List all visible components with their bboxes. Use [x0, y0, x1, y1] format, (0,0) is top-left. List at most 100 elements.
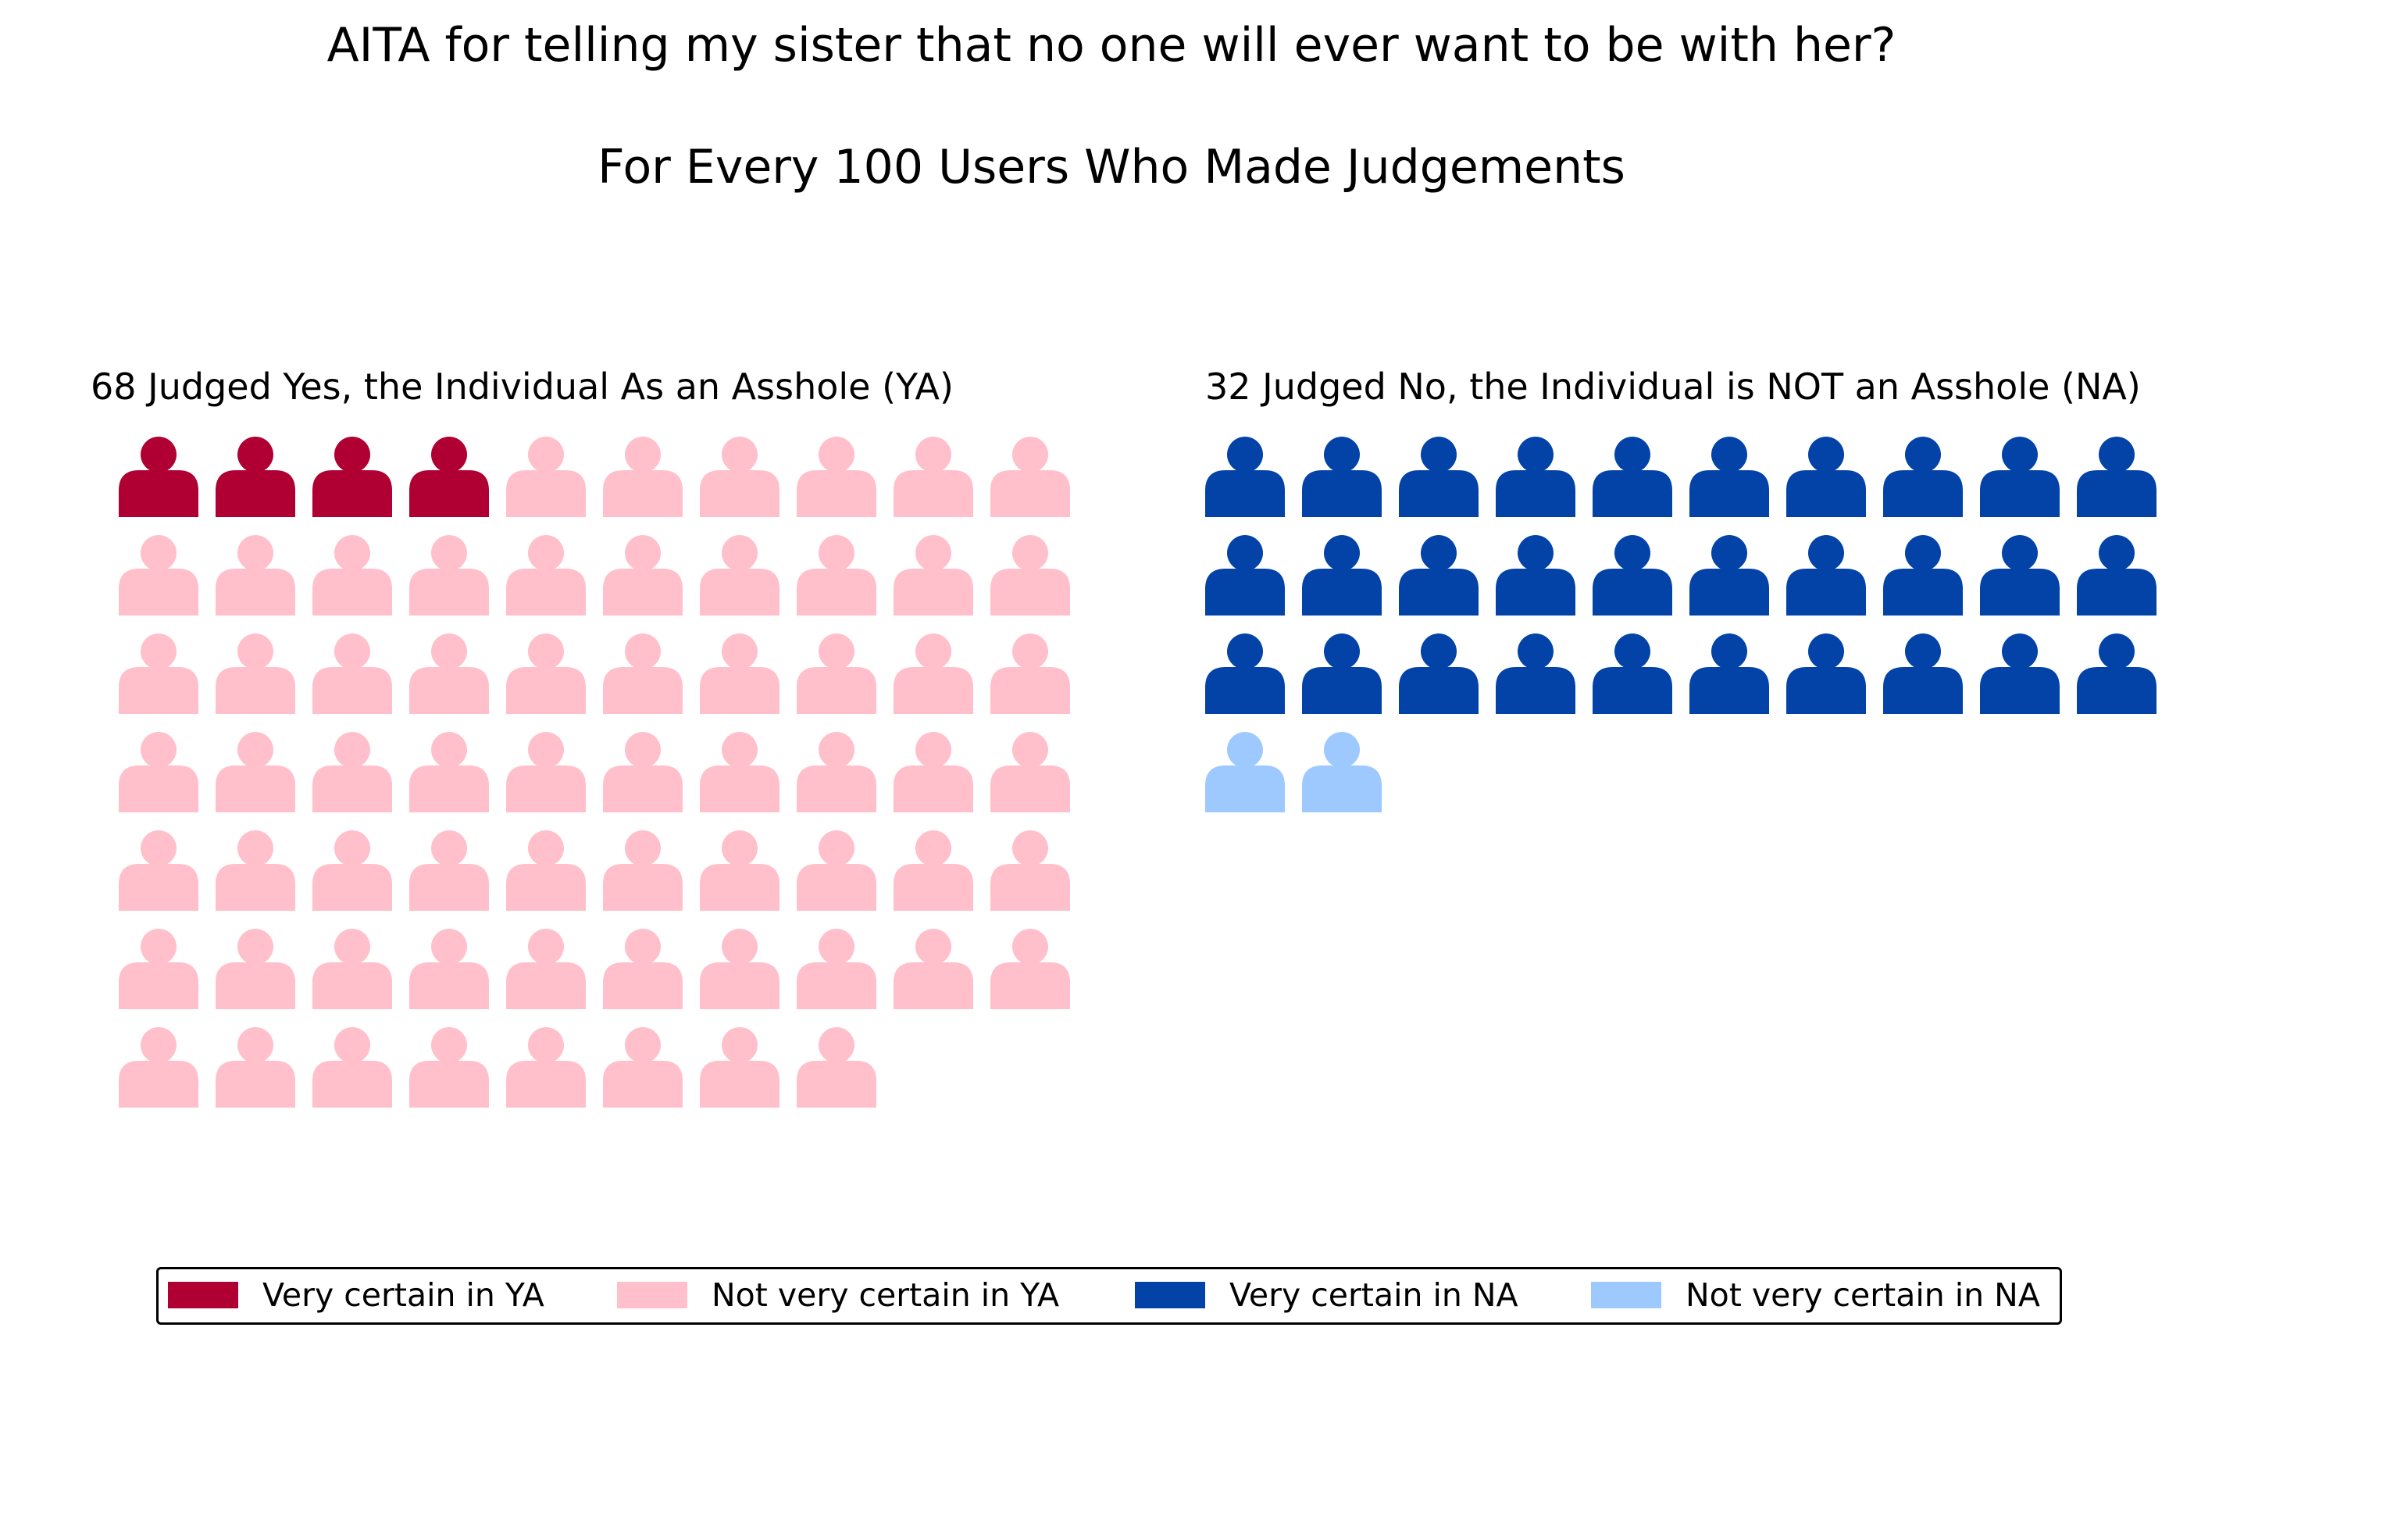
person-icon-body	[409, 864, 489, 911]
person-icon	[603, 535, 683, 616]
person-icon-body	[797, 962, 876, 1009]
person-icon-body	[1786, 667, 1866, 714]
person-icon-body	[216, 667, 295, 714]
person-icon-body	[1399, 569, 1479, 616]
person-icon	[797, 732, 876, 812]
person-icon-body	[1883, 470, 1963, 517]
person-icon-body	[506, 962, 586, 1009]
person-icon	[990, 437, 1070, 517]
person-icon-body	[1496, 667, 1575, 714]
person-icon	[2077, 437, 2156, 517]
person-icon-head	[1012, 830, 1048, 866]
person-icon-body	[1980, 569, 2060, 616]
chart-title: AITA for telling my sister that no one w…	[326, 18, 1896, 73]
person-icon	[312, 929, 392, 1009]
person-icon	[894, 732, 973, 812]
person-icon-head	[1324, 535, 1360, 571]
person-icon	[700, 830, 779, 911]
panel-title-ya: 68 Judged Yes, the Individual As an Assh…	[91, 366, 954, 408]
person-icon-head	[1518, 633, 1554, 669]
person-icon-body	[1786, 569, 1866, 616]
person-icon-head	[915, 732, 951, 768]
person-icon-head	[1324, 437, 1360, 473]
person-icon-body	[797, 864, 876, 911]
person-icon	[1399, 535, 1479, 616]
person-icon	[216, 535, 295, 616]
person-icon-body	[119, 962, 198, 1009]
person-icon-head	[1614, 633, 1650, 669]
person-icon	[409, 732, 489, 812]
person-icon-body	[1980, 667, 2060, 714]
person-icon-body	[1399, 470, 1479, 517]
person-icon-head	[625, 633, 661, 669]
person-icon-head	[1012, 437, 1048, 473]
person-icon-body	[1883, 667, 1963, 714]
person-icon	[506, 633, 586, 714]
legend-swatch-very-certain-ya	[168, 1282, 238, 1308]
person-icon-body	[894, 765, 973, 812]
person-icon-head	[1227, 732, 1263, 768]
person-icon-head	[237, 1027, 273, 1063]
person-icon	[797, 830, 876, 911]
person-icon-head	[2002, 633, 2038, 669]
person-icon	[990, 830, 1070, 911]
person-icon	[1689, 535, 1769, 616]
person-icon-body	[409, 765, 489, 812]
person-icon	[894, 437, 973, 517]
person-icon-head	[1711, 437, 1747, 473]
person-icon-body	[1496, 569, 1575, 616]
person-icon	[1980, 437, 2060, 517]
person-icon-head	[1905, 535, 1941, 571]
person-icon-head	[1324, 732, 1360, 768]
person-icon-body	[312, 864, 392, 911]
legend-label-not-very-certain-na: Not very certain in NA	[1686, 1276, 2040, 1314]
person-icon	[1496, 437, 1575, 517]
person-icon-head	[141, 535, 177, 571]
person-icon-body	[603, 864, 683, 911]
person-icon-body	[1980, 470, 2060, 517]
person-icon	[797, 437, 876, 517]
person-icon-body	[1302, 765, 1382, 812]
person-icon	[1205, 535, 1285, 616]
person-icon-body	[1205, 667, 1285, 714]
person-icon-body	[894, 569, 973, 616]
person-icon	[216, 437, 295, 517]
person-icon-body	[1302, 569, 1382, 616]
person-icon-body	[2077, 470, 2156, 517]
chart-subtitle: For Every 100 Users Who Made Judgements	[598, 140, 1625, 194]
person-icon-head	[1711, 535, 1747, 571]
person-icon-head	[2002, 535, 2038, 571]
person-icon	[797, 929, 876, 1009]
person-icon-body	[312, 470, 392, 517]
person-icon-body	[1399, 667, 1479, 714]
person-icon	[1496, 535, 1575, 616]
person-icon-head	[722, 535, 758, 571]
person-icon-head	[1324, 633, 1360, 669]
person-icon-head	[1421, 437, 1457, 473]
person-icon	[894, 535, 973, 616]
person-icon-body	[1689, 470, 1769, 517]
person-icon	[216, 830, 295, 911]
person-icon-head	[431, 732, 467, 768]
person-icon-head	[819, 633, 854, 669]
person-icon-head	[1227, 535, 1263, 571]
person-icon-head	[722, 1027, 758, 1063]
person-icon-head	[141, 437, 177, 473]
person-icon	[1205, 732, 1285, 812]
person-icon-body	[1205, 765, 1285, 812]
person-icon-head	[2002, 437, 2038, 473]
person-icon	[409, 929, 489, 1009]
person-icon-body	[506, 667, 586, 714]
person-icon-body	[1593, 667, 1672, 714]
person-icon-body	[797, 667, 876, 714]
person-icon-head	[1905, 437, 1941, 473]
person-icon-head	[1012, 929, 1048, 965]
person-icon	[700, 437, 779, 517]
person-icon	[797, 535, 876, 616]
person-icon-body	[990, 864, 1070, 911]
person-icon-body	[1786, 470, 1866, 517]
person-icon-body	[506, 569, 586, 616]
person-icon-body	[2077, 569, 2156, 616]
person-icon-head	[2099, 437, 2135, 473]
